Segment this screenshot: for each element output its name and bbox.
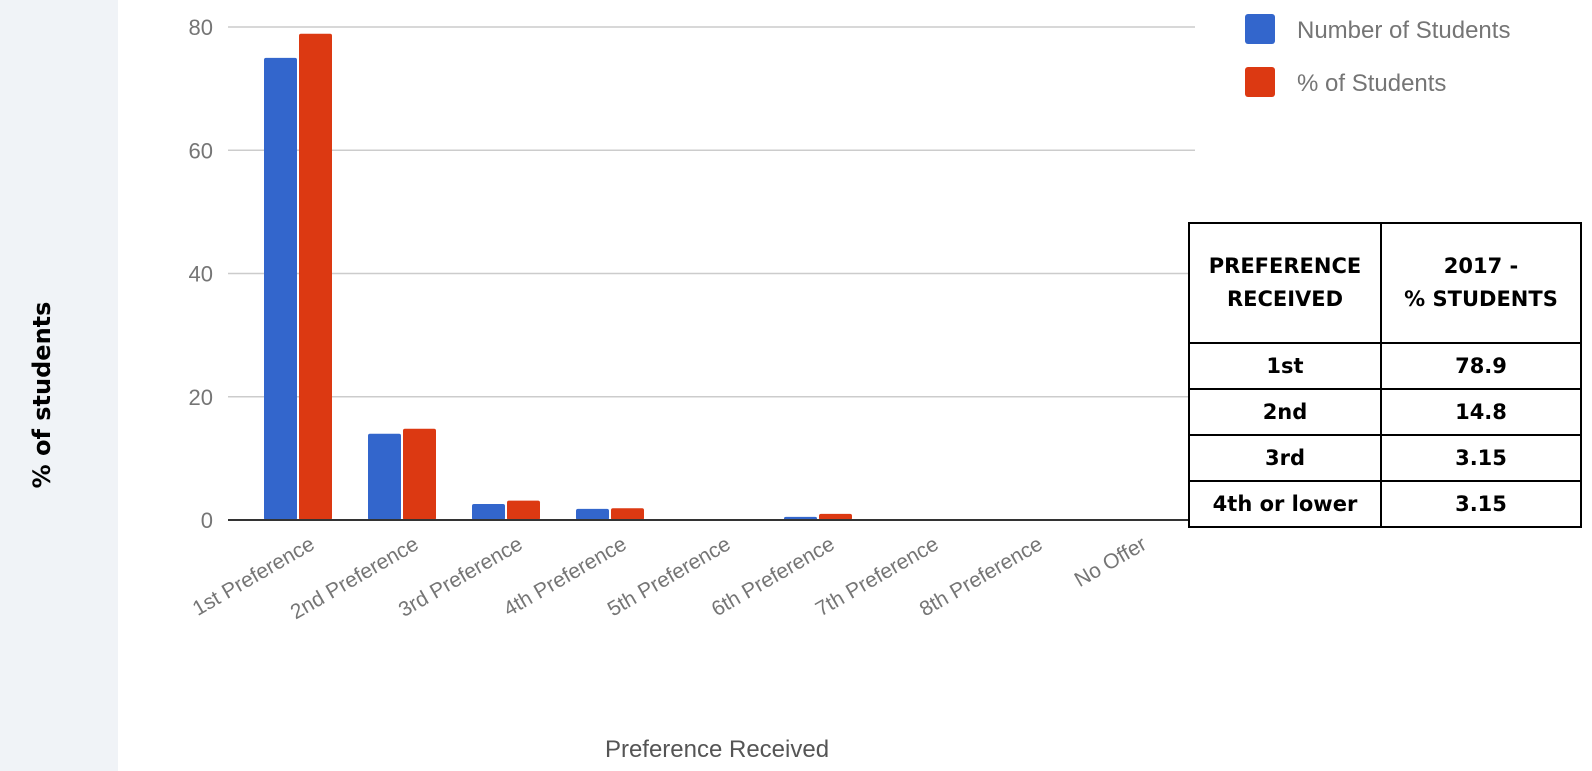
table-cell-preference: 4th or lower	[1188, 480, 1382, 528]
table-row: 4th or lower 3.15	[1188, 480, 1582, 528]
table-row: 3rd 3.15	[1188, 434, 1582, 482]
table-cell-preference: 1st	[1188, 342, 1382, 390]
legend-label: Number of Students	[1297, 17, 1510, 44]
x-axis-label: Preference Received	[605, 736, 829, 763]
table-body: 1st 78.9 2nd 14.8 3rd 3.15 4th or lower 3.15	[1188, 342, 1582, 528]
bar	[507, 500, 540, 520]
legend-swatch	[1245, 67, 1275, 97]
table-cell-percent: 3.15	[1380, 434, 1582, 482]
bar	[472, 503, 505, 520]
legend-swatch	[1245, 14, 1275, 44]
y-tick-label: 60	[189, 138, 213, 163]
table-row: 1st 78.9	[1188, 342, 1582, 390]
table-cell-percent: 14.8	[1380, 388, 1582, 436]
bar	[611, 508, 644, 520]
table-header-row: PREFERENCE RECEIVED 2017 -% STUDENTS	[1188, 222, 1582, 344]
table-header-preference: PREFERENCE RECEIVED	[1188, 222, 1382, 344]
bar	[368, 433, 401, 520]
y-tick-labels: 0 20 40 60 80	[189, 15, 213, 533]
x-tick-label: No Offer	[1071, 532, 1151, 591]
y-tick-label: 80	[189, 15, 213, 40]
y-tick-label: 20	[189, 385, 213, 410]
table-cell-preference: 3rd	[1188, 434, 1382, 482]
table-cell-percent: 3.15	[1380, 480, 1582, 528]
table-cell-percent: 78.9	[1380, 342, 1582, 390]
bar	[403, 428, 436, 520]
bars	[264, 33, 852, 521]
preference-table: PREFERENCE RECEIVED 2017 -% STUDENTS 1st 7…	[1188, 222, 1582, 528]
legend-label: % of Students	[1297, 70, 1446, 97]
grid-lines	[228, 26, 1195, 398]
y-tick-label: 40	[189, 262, 213, 287]
legend: Number of Students % of Students	[1245, 14, 1510, 97]
bar	[819, 513, 852, 520]
bar	[264, 57, 297, 520]
side-panel	[0, 0, 118, 771]
table-cell-preference: 2nd	[1188, 388, 1382, 436]
table-header-percent: 2017 -% STUDENTS	[1380, 222, 1582, 344]
bar	[576, 508, 609, 520]
y-tick-label: 0	[201, 508, 213, 533]
table-row: 2nd 14.8	[1188, 388, 1582, 436]
bar	[299, 33, 332, 521]
